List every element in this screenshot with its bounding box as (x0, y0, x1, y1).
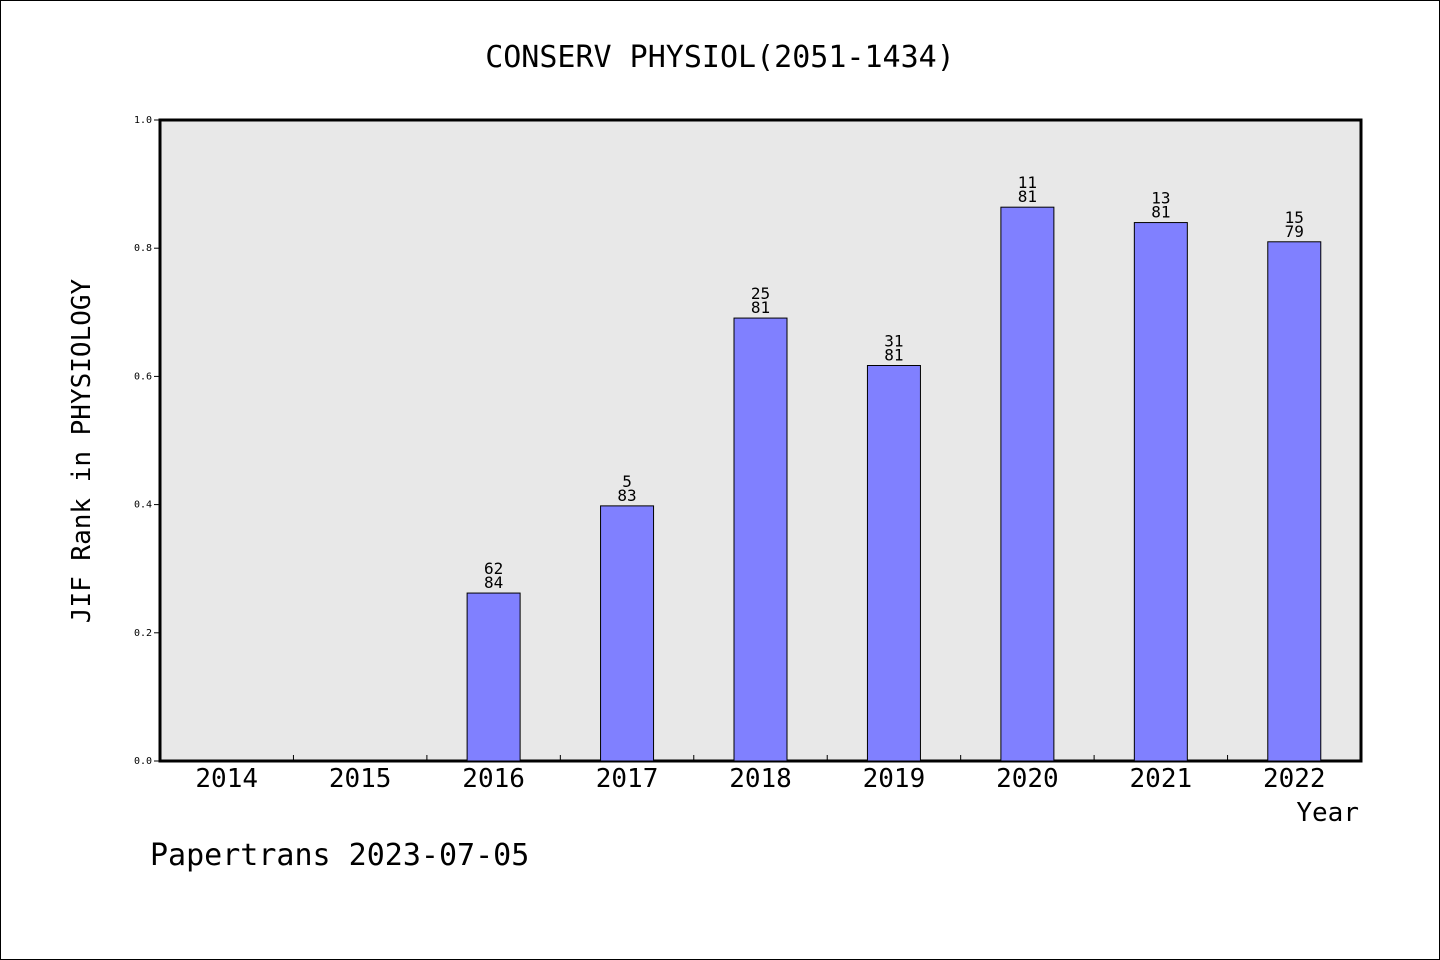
bar-rank-label: 11 (1018, 173, 1037, 192)
bar-rank-label: 15 (1285, 208, 1304, 227)
bar-2017 (600, 505, 655, 762)
bar-2019 (866, 365, 921, 762)
bar-2018 (733, 317, 788, 762)
x-tick-label: 2018 (729, 764, 792, 794)
bar-2016 (466, 592, 521, 762)
y-tick-label: 1.0 (134, 115, 152, 126)
bar-rank-label: 62 (484, 559, 503, 578)
bar-total-label: 83 (617, 486, 636, 505)
x-tick-label: 2015 (329, 764, 392, 794)
bar-rank-label: 5 (622, 472, 632, 491)
bar-total-label: 81 (884, 346, 903, 365)
x-tick-label: 2016 (462, 764, 525, 794)
x-tick-label: 2019 (863, 764, 926, 794)
bar-rank-label: 13 (1151, 189, 1170, 208)
bar-total-label: 79 (1285, 222, 1304, 241)
x-tick-label: 2017 (596, 764, 659, 794)
bar-2022 (1267, 241, 1322, 762)
y-tick-label: 0.8 (134, 243, 152, 254)
y-axis-label: JIF Rank in PHYSIOLOGY (67, 278, 97, 623)
y-tick-label: 0.4 (134, 500, 152, 511)
bar-rank-label: 25 (751, 284, 770, 303)
x-tick-label: 2021 (1130, 764, 1193, 794)
footer-text: Papertrans 2023-07-05 (150, 838, 529, 873)
y-tick-label: 0.2 (134, 628, 152, 639)
bar-total-label: 81 (1151, 203, 1170, 222)
x-tick-label: 2020 (996, 764, 1059, 794)
bar-2020 (1000, 206, 1055, 762)
x-axis-label: Year (1296, 798, 1359, 828)
bar-total-label: 84 (484, 573, 503, 592)
bar-2021 (1133, 222, 1188, 762)
bar-total-label: 81 (751, 298, 770, 317)
bar-rank-label: 31 (884, 332, 903, 351)
x-tick-label: 2014 (195, 764, 258, 794)
bar-total-label: 81 (1018, 187, 1037, 206)
y-tick-label: 0.0 (134, 756, 152, 767)
x-tick-label: 2022 (1263, 764, 1326, 794)
y-tick-label: 0.6 (134, 371, 152, 382)
chart-title: CONSERV PHYSIOL(2051-1434) (485, 40, 955, 75)
